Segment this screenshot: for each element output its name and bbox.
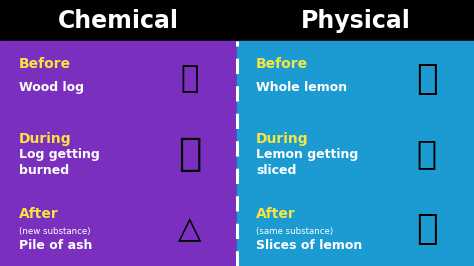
Text: During: During <box>256 132 309 146</box>
Text: (same substance): (same substance) <box>256 227 333 236</box>
Text: 🍋: 🍋 <box>416 62 438 96</box>
Bar <box>0 41 237 266</box>
Text: Wood log: Wood log <box>19 81 84 94</box>
Text: Whole lemon: Whole lemon <box>256 81 347 94</box>
Text: Log getting
burned: Log getting burned <box>19 148 100 177</box>
Text: Chemical: Chemical <box>58 9 179 33</box>
Text: 🍋: 🍋 <box>416 211 438 246</box>
Text: (new substance): (new substance) <box>19 227 91 236</box>
Bar <box>237 41 474 266</box>
Text: Lemon getting
sliced: Lemon getting sliced <box>256 148 358 177</box>
Text: △: △ <box>178 214 201 243</box>
Text: 🔪: 🔪 <box>417 137 437 170</box>
Text: Pile of ash: Pile of ash <box>19 239 92 252</box>
Text: Physical: Physical <box>301 9 410 33</box>
Text: 🪵: 🪵 <box>181 64 199 93</box>
Text: Slices of lemon: Slices of lemon <box>256 239 362 252</box>
Text: After: After <box>256 207 296 221</box>
Text: Before: Before <box>19 57 71 71</box>
Text: After: After <box>19 207 59 221</box>
Bar <box>0 0 474 41</box>
Text: During: During <box>19 132 72 146</box>
Text: 🔥: 🔥 <box>178 135 201 173</box>
Text: Before: Before <box>256 57 308 71</box>
